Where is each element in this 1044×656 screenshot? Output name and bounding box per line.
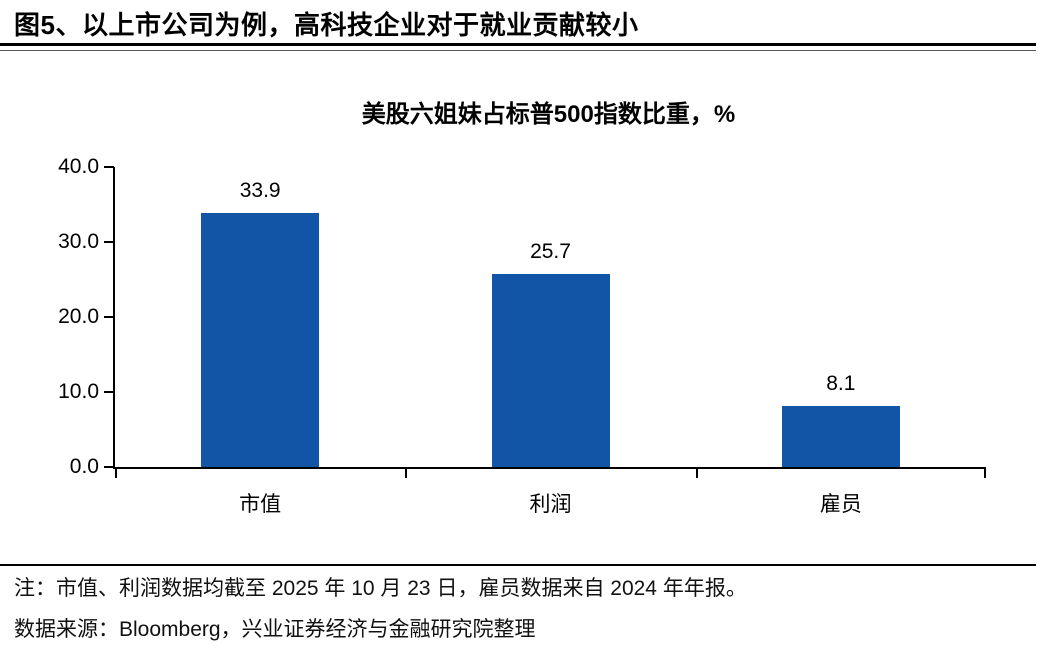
x-axis-category-label: 利润 [529, 493, 572, 516]
x-axis-category-label: 市值 [239, 493, 282, 516]
y-axis-label: 0.0 [69, 455, 99, 478]
bar-value-label: 25.7 [530, 240, 571, 263]
x-axis-tick [695, 469, 698, 478]
chart-title: 美股六姐妹占标普500指数比重，% [361, 101, 736, 128]
caption-rule-thin [0, 50, 1036, 51]
bar-value-label: 33.9 [239, 179, 281, 202]
y-axis-label: 40.0 [58, 155, 99, 178]
chart-note: 注：市值、利润数据均截至 2025 年 10 月 23 日，雇员数据来自 202… [14, 577, 747, 600]
data-source: 数据来源：Bloomberg，兴业证券经济与金融研究院整理 [14, 618, 536, 641]
y-axis-tick [104, 466, 114, 468]
x-axis-tick [405, 469, 408, 478]
bar-利润 [492, 274, 610, 467]
bar-市值 [201, 213, 319, 467]
bar-value-label: 8.1 [826, 372, 856, 395]
footer-rule [0, 564, 1036, 566]
plot-area: 0.0 10.0 20.0 30.0 40.0 33.9 市值 25.7 利润 8.1 雇员 [58, 155, 986, 516]
y-axis-label: 20.0 [58, 305, 99, 328]
y-axis-tick [104, 241, 114, 243]
y-axis-tick [104, 166, 114, 168]
caption-rule-thick [0, 43, 1036, 46]
x-axis-category-label: 雇员 [819, 493, 862, 516]
y-axis-label: 30.0 [58, 230, 99, 253]
figure-caption: 图5、以上市公司为例，高科技企业对于就业贡献较小 [14, 10, 639, 40]
x-axis-tick [115, 469, 117, 478]
bar-雇员 [782, 406, 900, 467]
y-axis-label: 10.0 [58, 380, 99, 403]
x-axis-tick [984, 469, 986, 478]
y-axis-tick [104, 316, 114, 318]
y-axis-tick [104, 391, 114, 393]
